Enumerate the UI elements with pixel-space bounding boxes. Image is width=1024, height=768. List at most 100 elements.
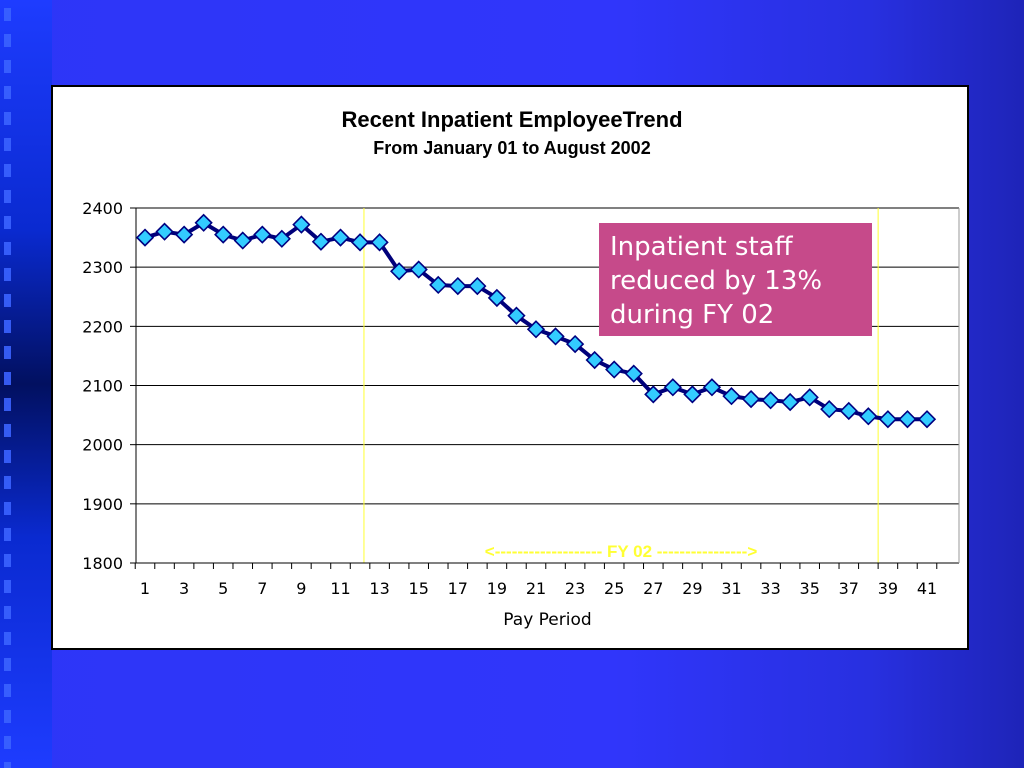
data-point-marker [292,215,311,234]
dash-segment [4,320,11,333]
data-point-marker [390,262,409,281]
x-tick-label: 21 [526,579,546,598]
x-tick-label: 3 [179,579,189,598]
data-point-marker [350,233,370,252]
dash-segment [4,684,11,697]
data-point-marker [409,260,428,279]
y-tick-label: 2100 [82,377,123,396]
data-point-marker [370,233,389,252]
data-point-marker [311,232,331,251]
y-tick-label: 2200 [82,317,123,336]
dash-segment [4,8,11,21]
data-point-marker [526,320,546,339]
data-markers [135,213,937,429]
y-tick-label: 2400 [82,199,123,218]
x-tick-label: 19 [487,579,507,598]
dash-segment [4,554,11,567]
dash-segment [4,762,11,768]
dash-segment [4,372,11,385]
data-point-marker [174,225,194,244]
dash-segment [4,476,11,489]
dash-segment [4,294,11,307]
data-point-marker [331,228,350,247]
data-point-marker [898,410,917,429]
fiscal-year-boundaries [363,208,879,563]
x-tick-label: 7 [257,579,267,598]
dash-segment [4,658,11,671]
data-point-marker [448,276,467,296]
callout-line-1: Inpatient staff [610,232,794,262]
x-tick-label: 37 [839,579,859,598]
data-point-marker [917,410,937,429]
data-point-marker [585,350,604,370]
data-point-marker [487,288,507,308]
chart-title: Recent Inpatient EmployeeTrend [341,107,682,132]
fy-02-range-label: <------------------- FY 02 -------------… [485,542,758,561]
left-dash-pattern [4,0,12,768]
data-point-marker [663,378,682,397]
data-point-marker [683,385,702,404]
callout-line-3: during FY 02 [610,300,774,330]
data-point-marker [878,410,898,429]
chart-panel: Recent Inpatient EmployeeTrend From Janu… [51,85,969,650]
y-tick-label: 1900 [82,495,123,514]
data-point-marker [605,360,624,379]
data-point-marker [761,391,780,410]
data-point-marker [741,389,761,409]
data-point-marker [546,327,565,346]
dash-segment [4,710,11,723]
data-point-marker [429,275,448,295]
dash-segment [4,528,11,541]
data-point-marker [233,231,252,250]
callout-box: Inpatient staff reduced by 13% during FY… [599,223,872,336]
dash-segment [4,242,11,255]
dash-segment [4,164,11,177]
data-point-marker [702,378,722,397]
x-tick-label: 41 [917,579,937,598]
data-point-marker [859,407,878,426]
x-tick-label: 27 [643,579,663,598]
dash-segment [4,450,11,463]
data-point-marker [272,229,291,248]
x-tick-label: 9 [296,579,306,598]
x-tick-label: 23 [565,579,585,598]
dash-segment [4,34,11,47]
x-tick-label: 1 [140,579,150,598]
dash-segment [4,580,11,593]
data-point-marker [468,276,487,296]
x-tick-label: 13 [369,579,389,598]
dash-segment [4,736,11,749]
dash-segment [4,268,11,281]
x-tick-label: 29 [682,579,702,598]
y-tick-label: 1800 [82,554,123,573]
dash-segment [4,424,11,437]
data-point-marker [155,222,174,241]
x-tick-label: 35 [800,579,820,598]
data-point-marker [644,385,663,404]
data-point-marker [194,213,213,232]
data-point-marker [507,306,526,325]
chart-subtitle: From January 01 to August 2002 [373,138,650,158]
dash-segment [4,502,11,515]
x-axis-tick-labels: 1 3 5 7 9 11 13 15 17 19 21 23 25 27 29 31 33 35 37 39 41 [140,579,937,598]
data-point-marker [624,364,643,383]
dash-segment [4,606,11,619]
dash-segment [4,86,11,99]
dash-segment [4,190,11,203]
data-point-marker [253,225,272,244]
data-point-marker [781,392,800,412]
line-chart: Recent Inpatient EmployeeTrend From Janu… [82,107,960,630]
callout-line-2: reduced by 13% [610,266,822,296]
axes [134,208,960,569]
y-axis-tick-labels: 1800 1900 2000 2100 2200 2300 2400 [82,199,123,573]
x-tick-label: 33 [760,579,780,598]
dash-segment [4,216,11,229]
x-tick-label: 5 [218,579,228,598]
data-point-marker [820,400,839,419]
x-axis-label: Pay Period [503,610,591,630]
x-tick-label: 25 [604,579,624,598]
x-tick-label: 31 [721,579,741,598]
x-tick-label: 15 [409,579,429,598]
dash-segment [4,398,11,411]
data-point-marker [565,334,585,354]
